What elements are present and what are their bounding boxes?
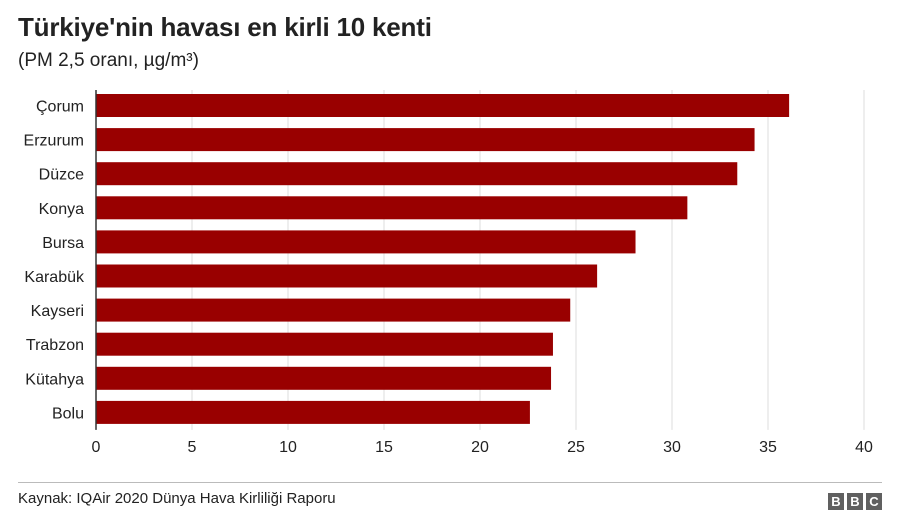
bbc-logo: B B C [828, 493, 882, 510]
category-label: Erzurum [24, 133, 84, 150]
x-tick-label: 0 [92, 439, 101, 456]
x-tick-labels: 0 5 10 15 20 25 30 35 40 [92, 439, 873, 456]
category-label: Konya [39, 201, 84, 218]
bar-chart: Çorum Erzurum Düzce Konya Bursa Karabük Kayser… [24, 90, 873, 456]
x-tick-label: 40 [855, 439, 873, 456]
x-tick-label: 5 [188, 439, 197, 456]
logo-letter: B [828, 493, 844, 510]
logo-letter: C [866, 493, 882, 510]
category-label: Trabzon [26, 337, 84, 354]
logo-letter: B [847, 493, 863, 510]
x-tick-label: 35 [759, 439, 777, 456]
source-note: Kaynak: IQAir 2020 Dünya Hava Kirliliği … [18, 490, 336, 507]
chart-title: Türkiye'nin havası en kirli 10 kenti [18, 12, 432, 42]
bar [96, 230, 636, 254]
bar [96, 162, 738, 186]
bar [96, 298, 571, 322]
x-tick-label: 25 [567, 439, 585, 456]
bar [96, 94, 790, 117]
footer-divider [18, 482, 882, 483]
x-tick-label: 15 [375, 439, 393, 456]
x-tick-label: 30 [663, 439, 681, 456]
bar [96, 332, 553, 356]
x-tick-label: 10 [279, 439, 297, 456]
bar [96, 366, 552, 390]
bar [96, 400, 530, 424]
chart-subtitle: (PM 2,5 oranı, µg/m³) [18, 50, 199, 71]
x-tick-label: 20 [471, 439, 489, 456]
category-label: Çorum [36, 99, 84, 116]
category-label: Kayseri [31, 303, 84, 320]
category-label: Düzce [39, 167, 84, 184]
category-label: Kütahya [25, 371, 84, 388]
bar [96, 196, 688, 220]
category-label: Bolu [52, 405, 84, 422]
category-label: Karabük [24, 269, 85, 286]
bar [96, 264, 598, 288]
category-label: Bursa [42, 235, 84, 252]
bar [96, 128, 755, 152]
bars [96, 94, 790, 424]
category-labels: Çorum Erzurum Düzce Konya Bursa Karabük Kayser… [24, 99, 85, 423]
